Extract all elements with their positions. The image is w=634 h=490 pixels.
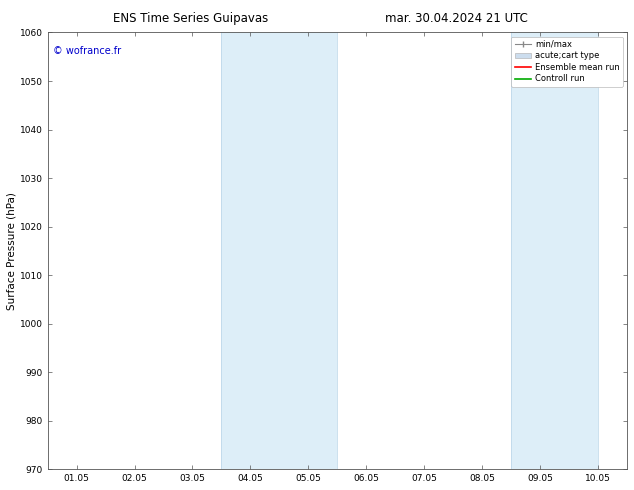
Bar <box>221 32 337 469</box>
Y-axis label: Surface Pressure (hPa): Surface Pressure (hPa) <box>7 192 17 310</box>
Text: ENS Time Series Guipavas: ENS Time Series Guipavas <box>113 12 268 25</box>
Bar <box>511 32 598 469</box>
Legend: min/max, acute;cart type, Ensemble mean run, Controll run: min/max, acute;cart type, Ensemble mean … <box>512 37 623 87</box>
Text: mar. 30.04.2024 21 UTC: mar. 30.04.2024 21 UTC <box>385 12 528 25</box>
Text: © wofrance.fr: © wofrance.fr <box>53 46 122 55</box>
